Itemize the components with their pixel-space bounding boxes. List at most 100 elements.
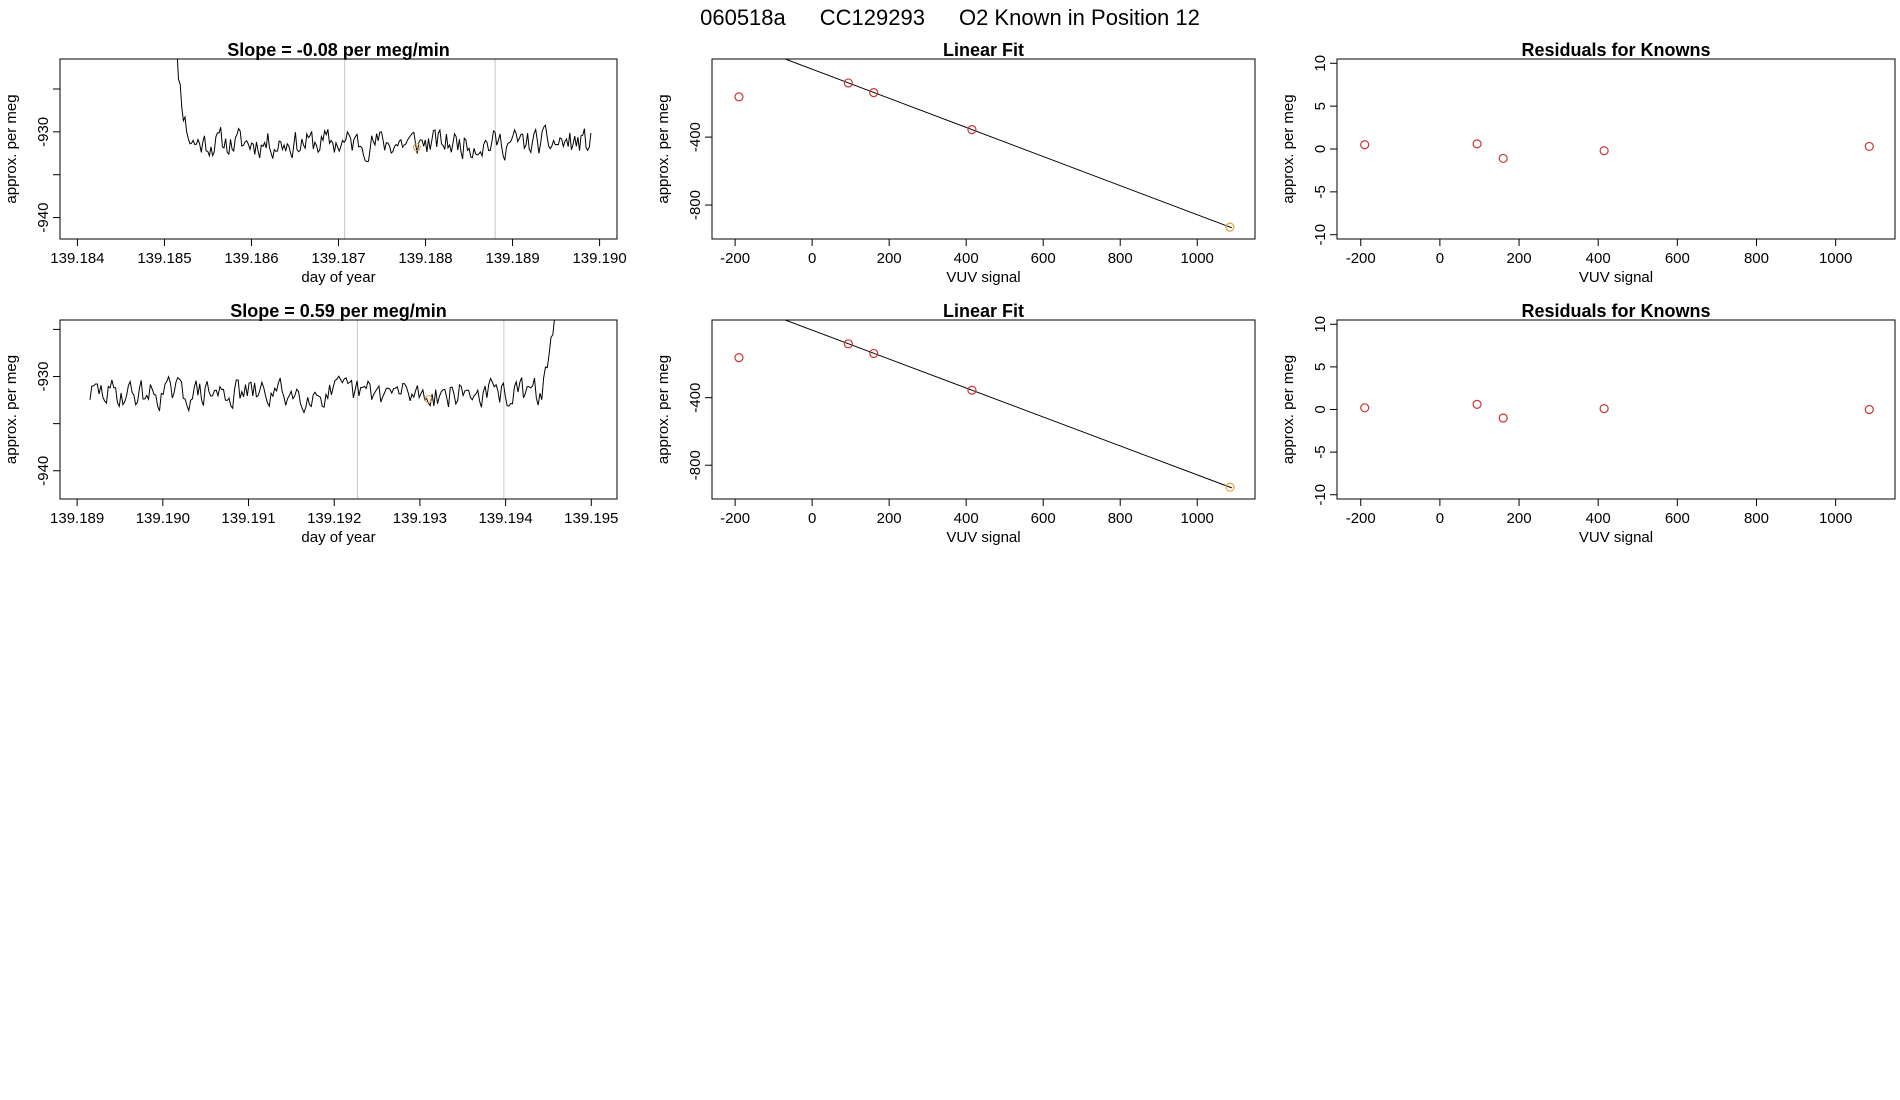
y-axis-label: approx. per meg — [1280, 94, 1297, 203]
x-tick-label: 139.189 — [485, 250, 539, 267]
y-tick-label: -5 — [1312, 185, 1329, 198]
data-trace-line — [89, 320, 555, 414]
y-tick-label: -10 — [1312, 484, 1329, 506]
plot-area — [176, 59, 592, 239]
x-axis-label: day of year — [301, 529, 375, 546]
x-tick-label: 800 — [1108, 510, 1133, 527]
plot-panels: Slope = -0.08 per meg/min 139.184 139.185 1… — [3, 40, 1896, 546]
data-point — [1864, 404, 1874, 415]
x-tick-label: 600 — [1031, 510, 1056, 527]
y-tick-label: -400 — [687, 383, 704, 413]
y-axis-label: approx. per meg — [1280, 355, 1297, 464]
data-point — [1599, 146, 1609, 156]
x-tick-label: 139.187 — [311, 250, 365, 267]
data-point — [1864, 141, 1874, 152]
x-axis-label: day of year — [301, 269, 375, 286]
x-tick-label: 139.186 — [224, 250, 278, 267]
chart-title: Linear Fit — [943, 301, 1024, 321]
panel-fit-1: Linear Fit -200 0 200 400 600 800 1000 VUV signa… — [655, 40, 1256, 286]
y-tick-label: 0 — [1312, 405, 1329, 413]
x-tick-label: 139.192 — [307, 510, 361, 527]
panel-trace-2: Slope = 0.59 per meg/min 139.189 139.190 13… — [3, 301, 618, 546]
x-tick-label: 400 — [1586, 250, 1611, 267]
sample-marker — [424, 395, 433, 404]
x-tick-label: 200 — [1507, 250, 1532, 267]
data-point — [734, 92, 744, 102]
x-tick-label: 139.191 — [221, 510, 275, 527]
data-point — [1225, 222, 1235, 232]
x-tick-label: 400 — [954, 250, 979, 267]
data-point — [1472, 399, 1482, 409]
x-tick-label: 139.188 — [398, 250, 452, 267]
data-point — [1360, 403, 1370, 413]
x-tick-label: 600 — [1031, 250, 1056, 267]
plot-area — [1360, 399, 1874, 423]
y-tick-label: -5 — [1312, 445, 1329, 458]
y-tick-label: 10 — [1312, 316, 1329, 333]
page-title: 060518a CC129293 O2 Known in Position 12 — [700, 5, 1200, 30]
y-tick-label: 10 — [1312, 55, 1329, 72]
x-tick-label: 800 — [1744, 250, 1769, 267]
data-point — [843, 78, 853, 88]
plot-frame — [59, 319, 618, 500]
x-tick-label: 400 — [1586, 510, 1611, 527]
plot-frame — [59, 58, 618, 240]
chart-title: Residuals for Knowns — [1521, 301, 1710, 321]
chart-title: Slope = -0.08 per meg/min — [227, 40, 450, 60]
data-point — [967, 125, 977, 135]
panel-resid-1: Residuals for Knowns-200 0 200 400 600 800 100… — [1280, 40, 1896, 286]
y-axis-label: approx. per meg — [3, 355, 20, 464]
data-point — [843, 339, 853, 349]
x-tick-label: 0 — [1436, 250, 1444, 267]
y-tick-label: -940 — [35, 203, 52, 233]
data-point — [869, 88, 879, 98]
x-axis-label: VUV signal — [1579, 269, 1653, 286]
x-tick-label: 139.194 — [478, 510, 532, 527]
x-tick-label: 139.185 — [137, 250, 191, 267]
plot-frame — [1336, 319, 1896, 500]
x-tick-label: 1000 — [1181, 510, 1214, 527]
panel-resid-2: Residuals for Knowns-200 0 200 400 600 800 100… — [1280, 301, 1896, 546]
x-tick-label: -200 — [1346, 510, 1376, 527]
y-axis-label: approx. per meg — [3, 94, 20, 203]
x-axis-label: VUV signal — [946, 269, 1020, 286]
plot-frame — [1336, 58, 1896, 240]
x-axis-label: VUV signal — [946, 529, 1020, 546]
fit-line — [783, 59, 1233, 229]
plot-frame — [711, 319, 1256, 500]
x-tick-label: 139.190 — [136, 510, 190, 527]
data-point — [734, 353, 744, 363]
data-trace-line — [176, 59, 592, 163]
header-description: O2 Known in Position 12 — [959, 5, 1200, 30]
x-tick-label: 0 — [1436, 510, 1444, 527]
fit-line — [783, 320, 1233, 489]
header-tank-id: CC129293 — [820, 5, 925, 30]
plot-area — [89, 320, 555, 499]
x-tick-label: 200 — [877, 510, 902, 527]
plot-area — [734, 320, 1235, 492]
y-tick-label: -400 — [687, 122, 704, 152]
data-point — [1360, 140, 1370, 150]
data-point — [869, 348, 879, 359]
panel-trace-1: Slope = -0.08 per meg/min 139.184 139.185 1… — [3, 40, 627, 286]
data-point — [1225, 482, 1235, 492]
x-tick-label: 800 — [1744, 510, 1769, 527]
x-tick-label: 1000 — [1819, 510, 1852, 527]
y-tick-label: -930 — [35, 117, 52, 147]
y-tick-label: -10 — [1312, 224, 1329, 246]
sample-marker — [412, 143, 421, 152]
x-tick-label: -200 — [720, 250, 750, 267]
x-tick-label: 600 — [1665, 250, 1690, 267]
x-tick-label: 600 — [1665, 510, 1690, 527]
data-point — [1599, 404, 1609, 414]
data-point — [1498, 413, 1508, 423]
y-tick-label: 0 — [1312, 145, 1329, 153]
chart-title: Slope = 0.59 per meg/min — [230, 301, 447, 321]
data-point — [1498, 153, 1508, 164]
panel-fit-2: Linear Fit -200 0 200 400 600 800 1000 VUV signa… — [655, 301, 1256, 546]
x-tick-label: 139.190 — [572, 250, 626, 267]
x-tick-label: 0 — [808, 250, 816, 267]
x-tick-label: 400 — [954, 510, 979, 527]
y-axis-label: approx. per meg — [655, 94, 672, 203]
